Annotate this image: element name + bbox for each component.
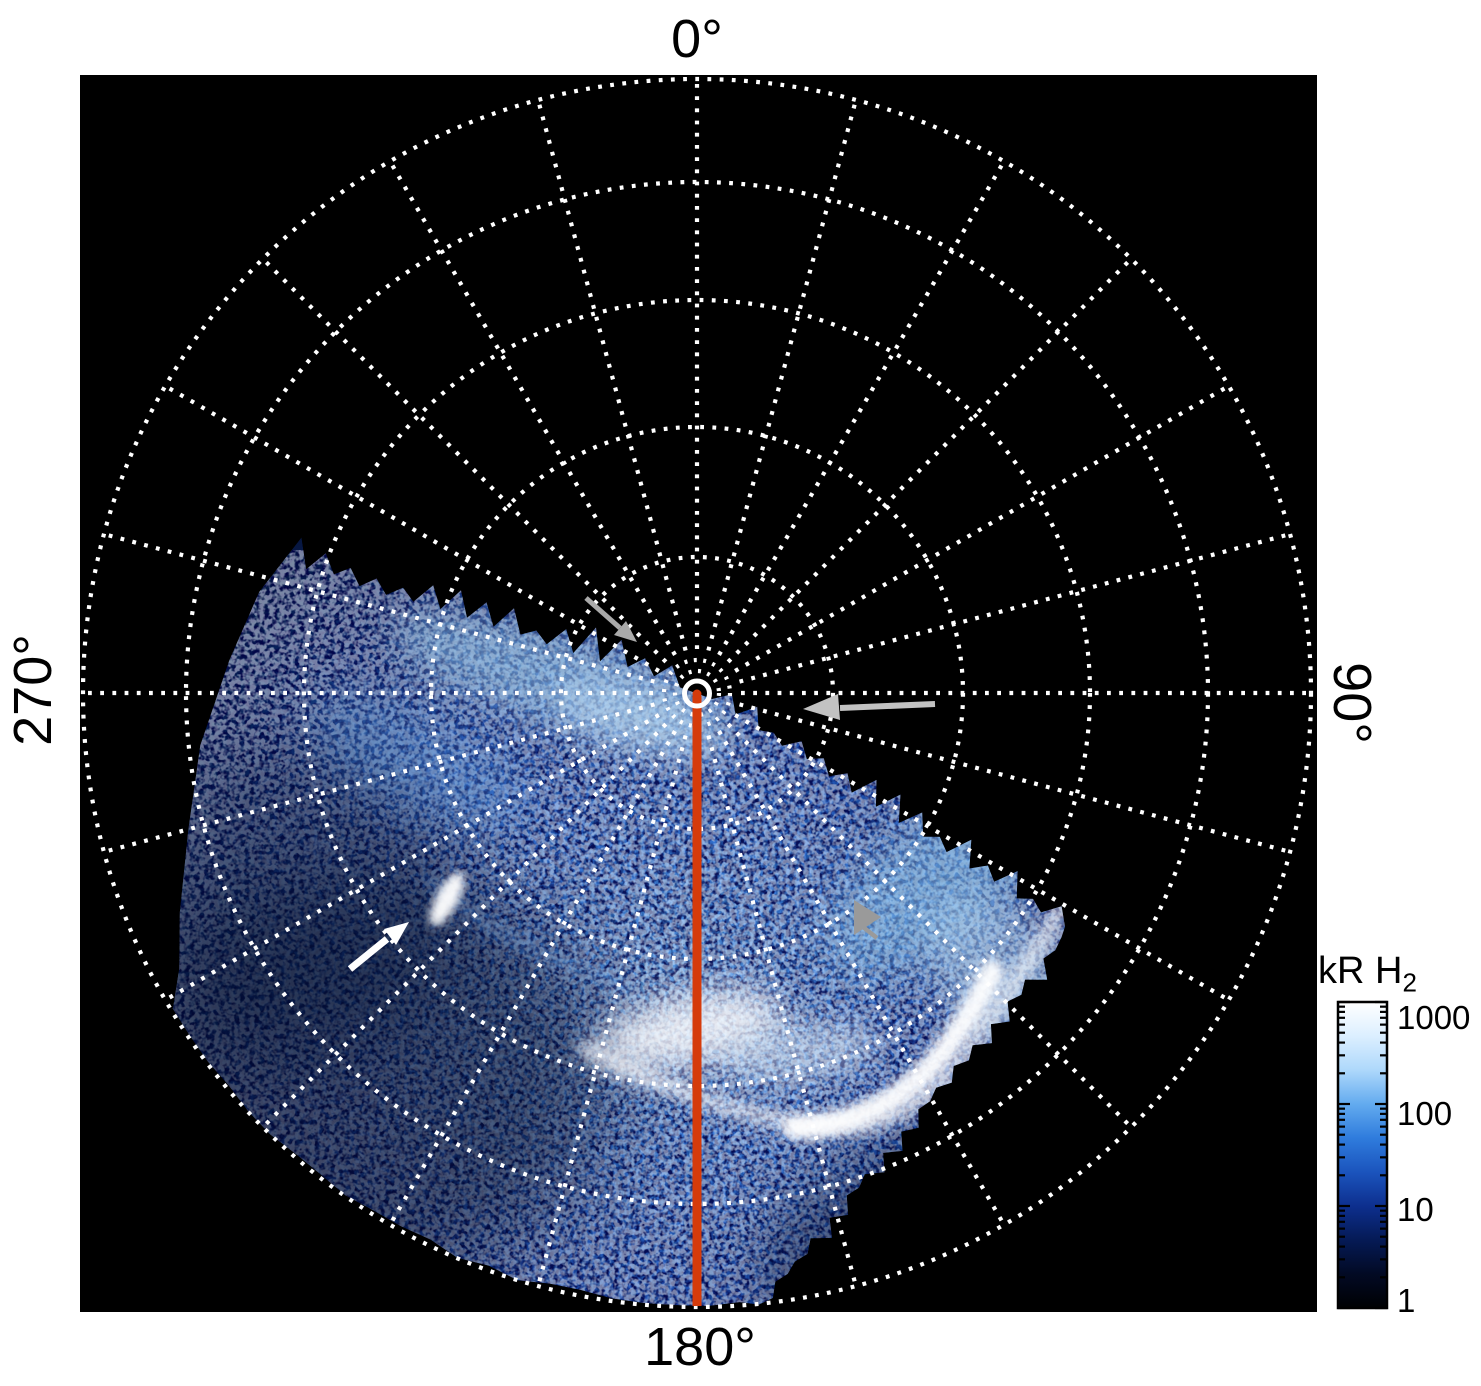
colorbar-tick-1: 1	[1397, 1282, 1416, 1319]
colorbar-tick-1000: 1000	[1397, 999, 1471, 1036]
pole-ring	[682, 678, 712, 709]
colorbar-tick-100: 100	[1397, 1095, 1453, 1132]
aurora-feature	[720, 1020, 880, 1084]
annotation-arrow-right-gray	[803, 694, 936, 720]
aurora-feature	[309, 691, 531, 829]
aurora-feature	[578, 901, 1065, 1135]
angle-label-90: 90°	[1322, 662, 1382, 744]
aurora-feature	[429, 872, 465, 926]
red-meridian-line	[692, 689, 702, 1306]
annotation-arrow-top-gray	[584, 596, 637, 642]
annotation-arrows	[347, 596, 936, 972]
angle-label-0: 0°	[671, 9, 723, 69]
colorbar	[1336, 1000, 1389, 1310]
colorbar-ticks	[1338, 1000, 1387, 1310]
colorbar-gradient	[1336, 1000, 1389, 1310]
angle-label-270: 270°	[3, 634, 63, 746]
colorbar-title: kR H2	[1318, 950, 1417, 998]
aurora-feature	[172, 740, 460, 1060]
aurora-feature	[553, 677, 727, 763]
colorbar-tick-10: 10	[1397, 1191, 1434, 1228]
angle-label-180: 180°	[644, 1317, 756, 1377]
annotation-arrow-white	[347, 922, 409, 972]
aurora-feature	[783, 960, 1004, 1140]
annotation-arrowhead-gray	[854, 900, 881, 940]
